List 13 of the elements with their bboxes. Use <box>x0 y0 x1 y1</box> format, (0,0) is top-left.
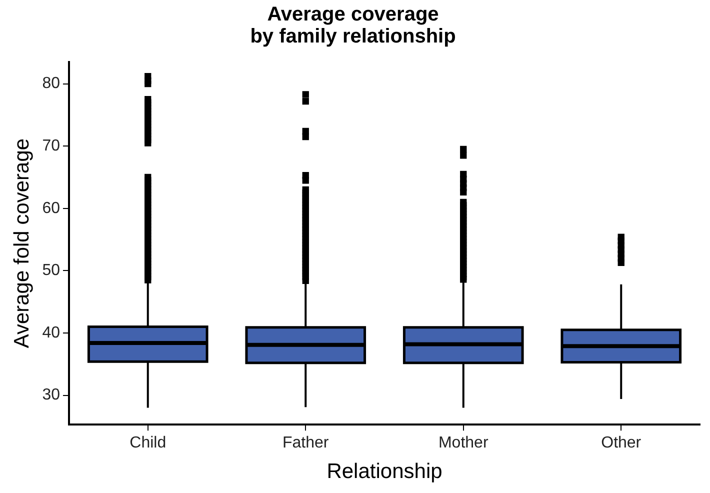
y-tick-label: 70 <box>42 138 60 155</box>
y-tick-label: 50 <box>42 262 60 280</box>
chart-title: Average coverage by family relationship <box>250 4 456 48</box>
x-tick-label: Father <box>282 434 330 452</box>
y-tick-label: 30 <box>42 386 60 404</box>
x-tick-label: Other <box>601 434 642 452</box>
y-tick-label: 60 <box>42 200 60 217</box>
y-tick-label: 80 <box>42 75 60 92</box>
x-tick-label: Mother <box>438 434 489 452</box>
x-axis-title: Relationship <box>326 460 442 484</box>
x-tick-label: Child <box>130 434 166 452</box>
y-axis-title: Average fold coverage <box>10 138 34 348</box>
y-tick-label: 40 <box>42 324 60 342</box>
